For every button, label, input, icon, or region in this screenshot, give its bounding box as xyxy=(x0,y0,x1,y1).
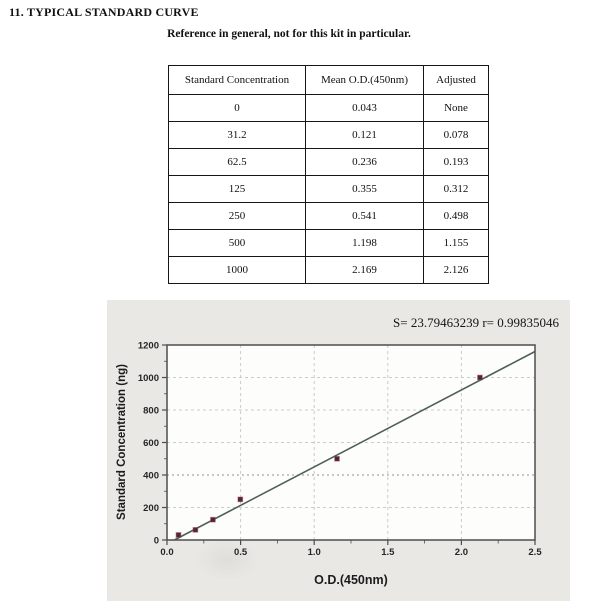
standard-curve-chart: 0.0 0.5 1.0 1.5 2.0 2.5 0 200 400 600 800 1000 1200 … xyxy=(107,300,570,601)
cell-mean-od: 0.043 xyxy=(305,94,424,122)
fit-stats-annotation: S= 23.79463239 r= 0.99835046 xyxy=(393,315,559,330)
cell-concentration: 125 xyxy=(168,175,306,203)
page-subtitle: Reference in general, not for this kit i… xyxy=(167,28,411,40)
cell-concentration: 250 xyxy=(168,202,306,230)
standards-table: Standard Concentration Mean O.D.(450nm) … xyxy=(168,65,489,284)
table-row: 31.2 0.121 0.078 xyxy=(168,121,489,149)
cell-concentration: 31.2 xyxy=(168,121,306,149)
cell-adjusted: 0.498 xyxy=(423,202,489,230)
col-header-mean-od: Mean O.D.(450nm) xyxy=(305,65,424,95)
data-point xyxy=(237,496,244,503)
x-tick-label: 1.0 xyxy=(308,547,321,558)
table-row: 125 0.355 0.312 xyxy=(168,175,489,203)
data-point xyxy=(210,516,216,523)
y-tick-label: 200 xyxy=(143,503,159,514)
table-row: 62.5 0.236 0.193 xyxy=(168,148,489,176)
x-tick-label: 0.0 xyxy=(160,547,173,558)
y-axis-label: Standard Concentration (ng) xyxy=(116,364,128,520)
data-point xyxy=(334,455,340,462)
x-axis-label: O.D.(450nm) xyxy=(314,573,388,587)
cell-mean-od: 0.121 xyxy=(305,121,424,149)
table-row: 500 1.198 1.155 xyxy=(168,229,489,257)
data-point xyxy=(192,527,199,533)
y-tick-label: 1000 xyxy=(138,373,159,384)
cell-adjusted: 0.193 xyxy=(423,148,489,176)
y-tick-label: 400 xyxy=(143,471,159,482)
section-title: 11. TYPICAL STANDARD CURVE xyxy=(9,5,199,19)
x-tick-label: 2.0 xyxy=(455,547,468,558)
cell-mean-od: 2.169 xyxy=(305,256,424,284)
data-point xyxy=(477,374,483,381)
cell-adjusted: 1.155 xyxy=(423,229,489,257)
table-row: 250 0.541 0.498 xyxy=(168,202,489,230)
cell-mean-od: 0.541 xyxy=(305,202,424,230)
x-tick-label: 2.5 xyxy=(528,547,542,558)
table-row: 1000 2.169 2.126 xyxy=(168,256,489,284)
cell-mean-od: 0.355 xyxy=(305,175,424,203)
col-header-adjusted: Adjusted xyxy=(423,65,489,95)
cell-adjusted: 0.078 xyxy=(423,121,489,149)
fit-line xyxy=(173,350,536,541)
cell-concentration: 500 xyxy=(168,229,306,257)
cell-adjusted: 2.126 xyxy=(423,256,489,284)
x-tick-label: 1.5 xyxy=(381,547,395,558)
cell-mean-od: 0.236 xyxy=(305,148,424,176)
y-tick-label: 600 xyxy=(143,438,159,449)
cell-mean-od: 1.198 xyxy=(305,229,424,257)
cell-adjusted: None xyxy=(423,94,489,122)
table-header-row: Standard Concentration Mean O.D.(450nm) … xyxy=(168,65,489,95)
y-tick-label: 0 xyxy=(154,536,159,547)
cell-concentration: 62.5 xyxy=(168,148,306,176)
cell-adjusted: 0.312 xyxy=(423,175,489,203)
x-tick-label: 0.5 xyxy=(234,547,248,558)
data-point xyxy=(175,532,182,538)
table-row: 0 0.043 None xyxy=(168,94,489,122)
cell-concentration: 0 xyxy=(168,94,306,122)
y-tick-label: 1200 xyxy=(138,341,159,352)
cell-concentration: 1000 xyxy=(168,256,306,284)
col-header-concentration: Standard Concentration xyxy=(168,65,306,95)
y-tick-label: 800 xyxy=(143,406,159,417)
